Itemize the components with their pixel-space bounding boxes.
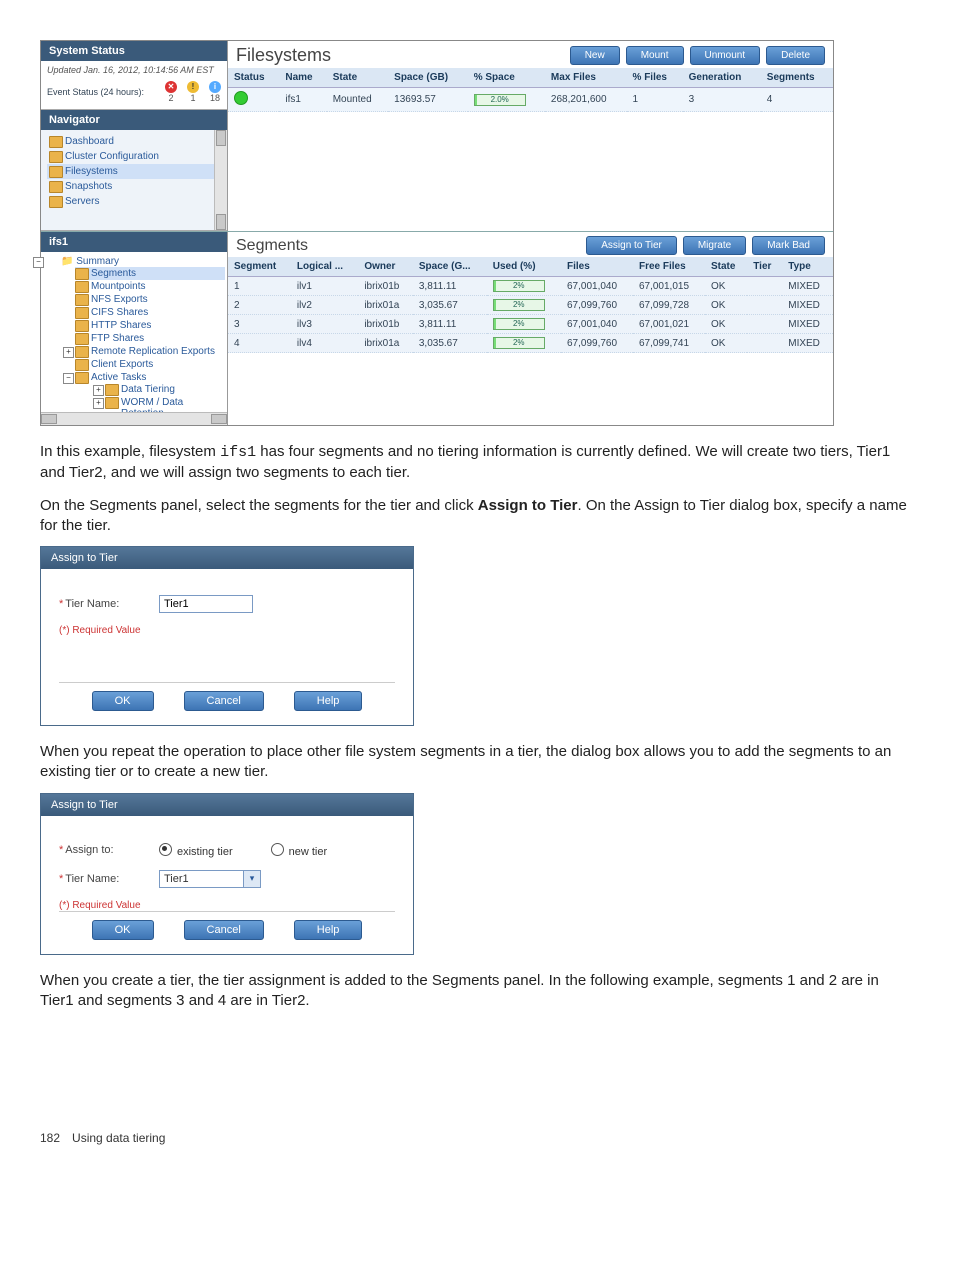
radio-new-tier[interactable]: new tier xyxy=(271,842,328,858)
fs-row-maxfiles: 268,201,600 xyxy=(545,88,627,112)
mount-button[interactable]: Mount xyxy=(626,46,684,65)
seg-col-type[interactable]: Type xyxy=(782,257,833,277)
delete-button[interactable]: Delete xyxy=(766,46,825,65)
fs-col-seg[interactable]: Segments xyxy=(761,68,833,88)
required-note: (*) Required Value xyxy=(59,625,395,636)
dialog-title: Assign to Tier xyxy=(41,794,413,816)
management-console: System Status Updated Jan. 16, 2012, 10:… xyxy=(40,40,834,426)
seg-col-state[interactable]: State xyxy=(705,257,747,277)
tier-name-select[interactable]: Tier1 ▾ xyxy=(159,870,261,888)
fs-row-gen: 3 xyxy=(683,88,761,112)
tree-item-remote-repl[interactable]: +Remote Replication Exports xyxy=(75,345,225,358)
nav-item-filesystems[interactable]: Filesystems xyxy=(47,164,225,179)
seg-col-used[interactable]: Used (%) xyxy=(487,257,561,277)
tree-item-nfs[interactable]: NFS Exports xyxy=(75,293,225,306)
cancel-button[interactable]: Cancel xyxy=(184,691,264,711)
tree-h-scrollbar[interactable] xyxy=(41,412,227,425)
filesystems-table: Status Name State Space (GB) % Space Max… xyxy=(228,68,833,112)
event-error-count[interactable]: ✕2 xyxy=(165,81,177,103)
cancel-button[interactable]: Cancel xyxy=(184,920,264,940)
navigator-header: Navigator xyxy=(41,110,227,130)
fs-col-space[interactable]: Space (GB) xyxy=(388,68,468,88)
fs-col-state[interactable]: State xyxy=(327,68,388,88)
fs-col-gen[interactable]: Generation xyxy=(683,68,761,88)
paragraph-3: When you repeat the operation to place o… xyxy=(40,742,914,783)
chevron-down-icon[interactable]: ▾ xyxy=(243,871,260,887)
nav-item-servers[interactable]: Servers xyxy=(47,194,225,209)
fs-col-pctfiles[interactable]: % Files xyxy=(627,68,683,88)
event-status-label: Event Status (24 hours): xyxy=(47,87,144,97)
seg-col-freefiles[interactable]: Free Files xyxy=(633,257,705,277)
fs-row-pctspace: 2.0% xyxy=(468,88,545,112)
seg-col-space[interactable]: Space (G... xyxy=(413,257,487,277)
seg-col-owner[interactable]: Owner xyxy=(358,257,413,277)
assign-to-tier-button[interactable]: Assign to Tier xyxy=(586,236,677,255)
tree-item-cifs[interactable]: CIFS Shares xyxy=(75,306,225,319)
ok-button[interactable]: OK xyxy=(92,920,154,940)
tier-name-label: *Tier Name: xyxy=(59,873,159,885)
fs-row-space: 13693.57 xyxy=(388,88,468,112)
mark-bad-button[interactable]: Mark Bad xyxy=(752,236,825,255)
seg-col-tier[interactable]: Tier xyxy=(747,257,782,277)
seg-col-logical[interactable]: Logical ... xyxy=(291,257,358,277)
segment-row[interactable]: 1ilv1ibrix01b3,811.112%67,001,04067,001,… xyxy=(228,277,833,296)
help-button[interactable]: Help xyxy=(294,691,363,711)
filesystems-title: Filesystems xyxy=(236,45,331,66)
assign-to-label: *Assign to: xyxy=(59,844,159,856)
event-info-count[interactable]: i18 xyxy=(209,81,221,103)
tree-item-http[interactable]: HTTP Shares xyxy=(75,319,225,332)
segments-table: Segment Logical ... Owner Space (G... Us… xyxy=(228,257,833,353)
required-note: (*) Required Value xyxy=(59,900,395,911)
ok-button[interactable]: OK xyxy=(92,691,154,711)
radio-existing-tier[interactable]: existing tier xyxy=(159,842,233,858)
nav-item-cluster-config[interactable]: Cluster Configuration xyxy=(47,149,225,164)
filesystem-row[interactable]: ifs1 Mounted 13693.57 2.0% 268,201,600 1… xyxy=(228,88,833,112)
seg-col-segment[interactable]: Segment xyxy=(228,257,291,277)
ifs-header: ifs1 xyxy=(41,232,227,252)
fs-col-status[interactable]: Status xyxy=(228,68,279,88)
fs-row-seg: 4 xyxy=(761,88,833,112)
filesystem-tree: −📁 Summary Segments Mountpoints NFS Expo… xyxy=(41,252,227,425)
tree-item-data-tiering[interactable]: +Data Tiering xyxy=(105,383,225,396)
segment-row[interactable]: 4ilv4ibrix01a3,035.672%67,099,76067,099,… xyxy=(228,334,833,353)
tree-item-segments[interactable]: Segments xyxy=(75,267,225,280)
tree-item-client-exports[interactable]: Client Exports xyxy=(75,358,225,371)
updated-timestamp: Updated Jan. 16, 2012, 10:14:56 AM EST xyxy=(47,65,221,75)
paragraph-2: On the Segments panel, select the segmen… xyxy=(40,496,914,537)
system-status-header: System Status xyxy=(41,41,227,61)
dialog-title: Assign to Tier xyxy=(41,547,413,569)
page-footer: 182 Using data tiering xyxy=(40,1131,914,1145)
assign-to-tier-dialog-2: Assign to Tier *Assign to: existing tier… xyxy=(40,793,414,955)
tree-summary[interactable]: −📁 Summary Segments Mountpoints NFS Expo… xyxy=(45,255,225,422)
segment-row[interactable]: 2ilv2ibrix01a3,035.672%67,099,76067,099,… xyxy=(228,296,833,315)
fs-row-state: Mounted xyxy=(327,88,388,112)
fs-col-pctspace[interactable]: % Space xyxy=(468,68,545,88)
fs-col-maxfiles[interactable]: Max Files xyxy=(545,68,627,88)
tier-name-input[interactable] xyxy=(159,595,253,613)
status-ok-icon xyxy=(234,91,248,105)
event-warn-count[interactable]: !1 xyxy=(187,81,199,103)
assign-to-tier-dialog-1: Assign to Tier *Tier Name: (*) Required … xyxy=(40,546,414,726)
nav-item-dashboard[interactable]: Dashboard xyxy=(47,134,225,149)
tree-item-ftp[interactable]: FTP Shares xyxy=(75,332,225,345)
tree-item-mountpoints[interactable]: Mountpoints xyxy=(75,280,225,293)
fs-col-name[interactable]: Name xyxy=(279,68,326,88)
paragraph-4: When you create a tier, the tier assignm… xyxy=(40,971,914,1012)
segment-row[interactable]: 3ilv3ibrix01b3,811.112%67,001,04067,001,… xyxy=(228,315,833,334)
fs-row-name: ifs1 xyxy=(279,88,326,112)
fs-row-pctfiles: 1 xyxy=(627,88,683,112)
paragraph-1: In this example, filesystem ifs1 has fou… xyxy=(40,442,914,484)
help-button[interactable]: Help xyxy=(294,920,363,940)
navigator-scrollbar[interactable] xyxy=(214,130,227,230)
nav-item-snapshots[interactable]: Snapshots xyxy=(47,179,225,194)
segments-title: Segments xyxy=(236,237,308,255)
unmount-button[interactable]: Unmount xyxy=(690,46,761,65)
migrate-button[interactable]: Migrate xyxy=(683,236,746,255)
new-button[interactable]: New xyxy=(570,46,620,65)
seg-col-files[interactable]: Files xyxy=(561,257,633,277)
tier-name-label: *Tier Name: xyxy=(59,598,159,610)
